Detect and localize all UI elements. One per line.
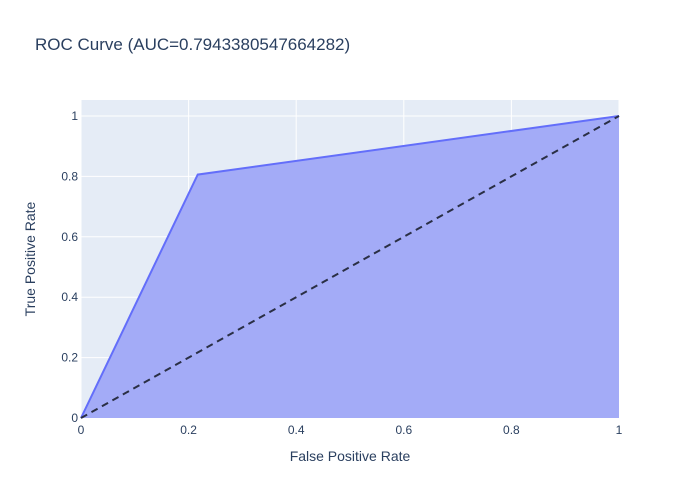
x-tick-label: 1 (616, 423, 623, 437)
y-tick-label: 0.4 (61, 290, 78, 304)
series-layer (80, 115, 620, 419)
y-tick-label: 0.8 (61, 169, 78, 183)
x-tick-label: 0 (78, 423, 85, 437)
y-axis-title: True Positive Rate (22, 201, 38, 316)
y-tick-label: 0.2 (61, 351, 78, 365)
x-tick-label: 0.4 (288, 423, 305, 437)
x-tick-label: 0.6 (395, 423, 412, 437)
x-tick-label: 0.2 (180, 423, 197, 437)
y-tick-label: 1 (71, 109, 78, 123)
y-tick-label: 0 (71, 411, 78, 425)
x-tick-label: 0.8 (503, 423, 520, 437)
tick-labels: 0 0.2 0.4 0.6 0.8 1 0 0.2 0.4 0.6 0.8 1 (61, 109, 622, 437)
chart-title: ROC Curve (AUC=0.7943380547664282) (35, 35, 350, 54)
x-axis-title: False Positive Rate (290, 448, 411, 464)
chance-diagonal-line (80, 115, 620, 419)
y-tick-label: 0.6 (61, 230, 78, 244)
